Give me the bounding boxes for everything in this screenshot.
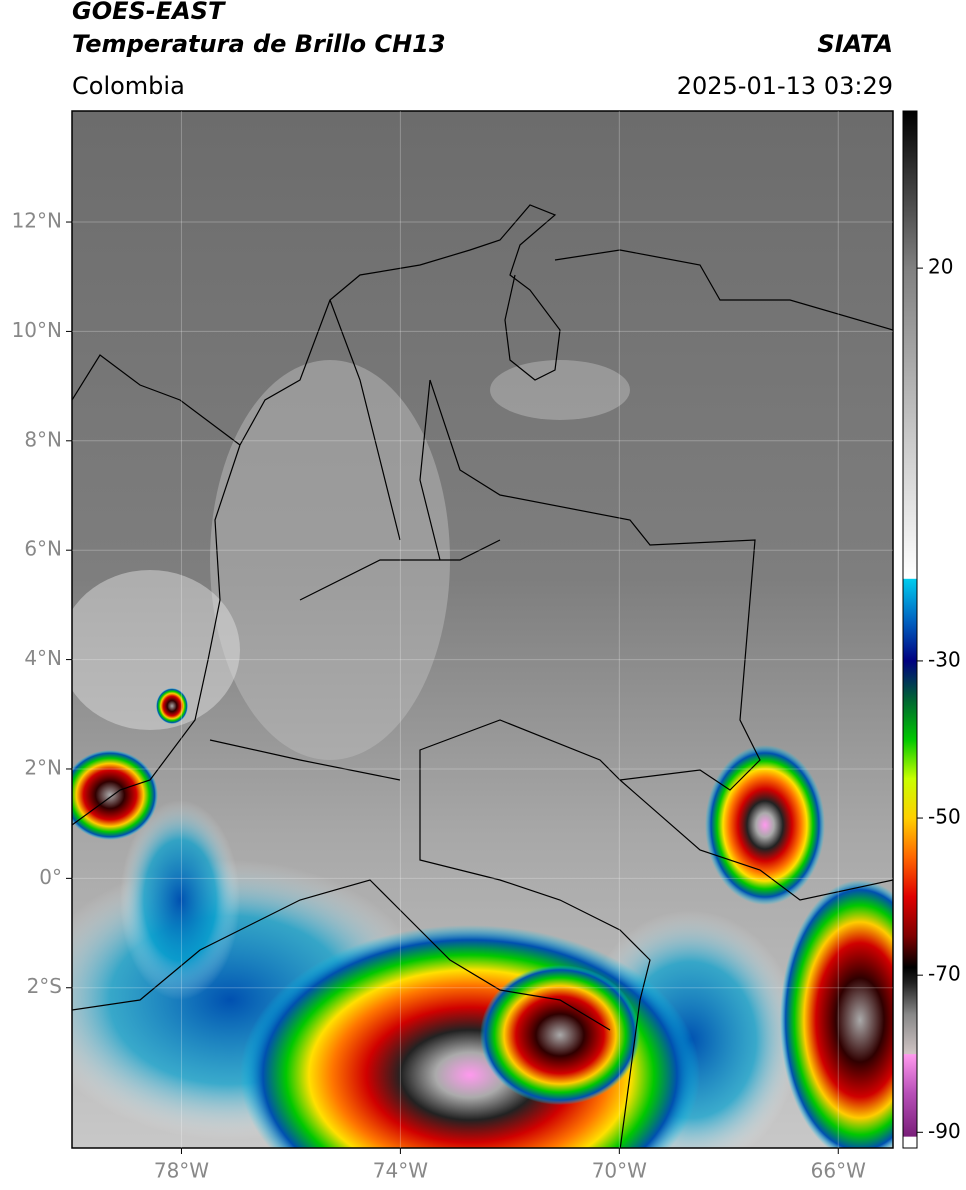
map-frame <box>71 110 894 1149</box>
source: SIATA <box>817 30 893 58</box>
datetime: 2025-01-13 03:29 <box>677 72 893 100</box>
x-tick-label: 78°W <box>154 1159 209 1183</box>
title: GOES-EAST <box>72 0 226 25</box>
y-tick-label: 8°N <box>24 427 62 451</box>
x-tick-label: 70°W <box>592 1159 647 1183</box>
y-tick-label: 4°N <box>24 646 62 670</box>
colorbar-tick-label: 20 <box>928 255 953 279</box>
y-tick-label: 0° <box>39 865 62 889</box>
y-tick-label: 6°N <box>24 537 62 561</box>
colorbar-tick-label: -90 <box>928 1119 961 1143</box>
y-tick-label: 12°N <box>12 209 62 233</box>
colorbar-tick-label: -50 <box>928 805 961 829</box>
colorbar-tick-label: -30 <box>928 647 961 671</box>
x-tick-label: 66°W <box>811 1159 866 1183</box>
region: Colombia <box>72 72 185 100</box>
y-tick-label: 2°S <box>27 974 62 998</box>
colorbar <box>902 110 918 1149</box>
subtitle: Temperatura de Brillo CH13 <box>72 30 446 58</box>
colorbar-tick-label: -70 <box>928 962 961 986</box>
y-tick-label: 10°N <box>12 318 62 342</box>
y-tick-label: 2°N <box>24 755 62 779</box>
map-image <box>72 111 893 1148</box>
x-tick-label: 74°W <box>373 1159 428 1183</box>
